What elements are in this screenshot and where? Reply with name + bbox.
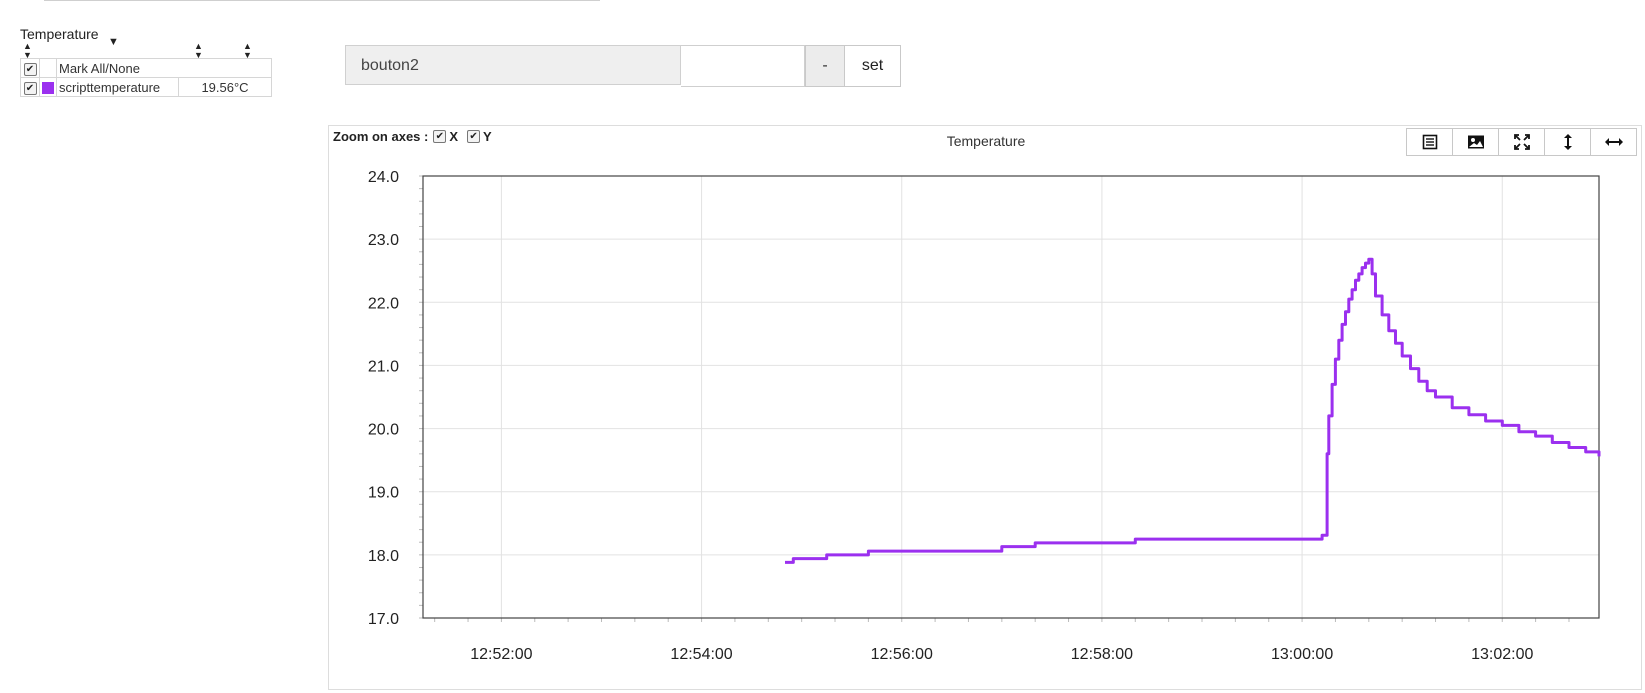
legend-row-mark-all: ✔ Mark All/None <box>20 58 272 78</box>
series-name: scripttemperature <box>56 77 179 97</box>
top-divider <box>44 0 600 1</box>
series-line <box>785 257 1601 564</box>
mark-all-checkbox[interactable]: ✔ <box>23 62 37 76</box>
mark-all-label[interactable]: Mark All/None <box>56 58 272 78</box>
series-value: 19.56°C <box>178 77 272 97</box>
y-tick-label: 22.0 <box>368 295 399 312</box>
sort-icon[interactable]: ▲ ▼ <box>243 41 252 60</box>
y-tick-label: 19.0 <box>368 485 399 502</box>
x-tick-label: 13:00:00 <box>1271 646 1333 663</box>
legend-panel: Temperature ▲ ▼ ▼ ▲ ▼ ▲ ▼ ✔ Mark All/None ✔… <box>20 24 272 97</box>
x-tick-label: 12:54:00 <box>670 646 732 663</box>
sort-icon[interactable]: ▲ ▼ <box>23 41 32 60</box>
temperature-chart[interactable]: 17.0 18.0 19.0 20.0 21.0 22.0 23.0 24.0 12:52:00… <box>329 126 1643 691</box>
minus-button[interactable]: - <box>805 45 845 87</box>
zoom-axes-control: Zoom on axes : ✔ X ✔ Y <box>333 129 496 144</box>
dropdown-arrow-icon[interactable]: ▼ <box>108 36 119 48</box>
legend-title[interactable]: Temperature <box>20 26 99 42</box>
x-tick-label: 13:02:00 <box>1471 646 1533 663</box>
x-tick-label: 12:52:00 <box>470 646 532 663</box>
list-icon[interactable] <box>1406 128 1453 156</box>
x-tick-label: 12:58:00 <box>1071 646 1133 663</box>
y-tick-label: 17.0 <box>368 611 399 628</box>
chart-container: 17.0 18.0 19.0 20.0 21.0 22.0 23.0 24.0 12:52:00… <box>328 125 1642 690</box>
legend-row: ✔ scripttemperature 19.56°C <box>20 77 272 97</box>
zoom-x-label: X <box>449 129 459 144</box>
zoom-y-label: Y <box>483 129 492 144</box>
image-icon[interactable] <box>1452 128 1499 156</box>
y-tick-label: 23.0 <box>368 232 399 249</box>
zoom-axes-label: Zoom on axes : <box>333 129 429 144</box>
zoom-y-checkbox[interactable]: ✔ <box>467 130 481 143</box>
y-tick-label: 21.0 <box>368 358 399 375</box>
set-button[interactable]: set <box>845 45 901 87</box>
sort-icon[interactable]: ▲ ▼ <box>194 41 203 60</box>
plot-area <box>423 176 1599 618</box>
horizontal-resize-icon[interactable] <box>1590 128 1637 156</box>
y-tick-label: 18.0 <box>368 548 399 565</box>
control-row: bouton2 - set <box>345 45 901 87</box>
vertical-resize-icon[interactable] <box>1544 128 1591 156</box>
control-value-input[interactable] <box>681 45 805 87</box>
control-label: bouton2 <box>345 45 681 85</box>
legend-table: ✔ Mark All/None ✔ scripttemperature 19.5… <box>20 58 272 97</box>
chart-toolbar <box>1406 128 1637 156</box>
chart-title: Temperature <box>946 133 1026 149</box>
y-tick-label: 24.0 <box>368 169 399 186</box>
plot-frame <box>422 175 1600 619</box>
zoom-x-checkbox[interactable]: ✔ <box>433 130 447 143</box>
series-color-swatch <box>42 82 54 95</box>
x-tick-label: 12:56:00 <box>871 646 933 663</box>
y-tick-label: 20.0 <box>368 422 399 439</box>
fullscreen-icon[interactable] <box>1498 128 1545 156</box>
series-checkbox[interactable]: ✔ <box>23 81 37 95</box>
